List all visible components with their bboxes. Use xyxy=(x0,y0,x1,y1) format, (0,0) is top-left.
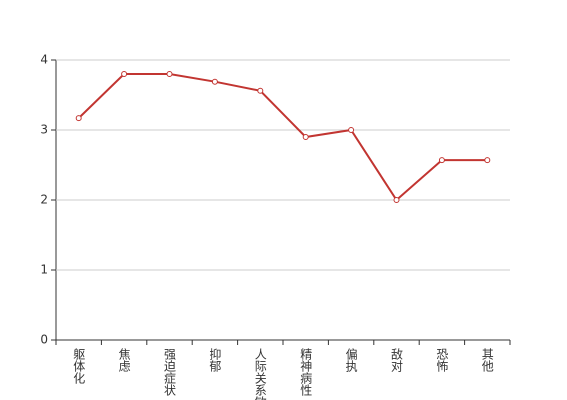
point xyxy=(257,87,264,94)
point xyxy=(348,127,355,133)
point xyxy=(302,134,309,140)
point xyxy=(484,157,491,164)
x-tick-label: 焦虑 xyxy=(117,348,131,372)
point xyxy=(121,71,128,77)
point xyxy=(166,71,173,77)
point xyxy=(75,115,82,122)
y-tick-label: 1 xyxy=(40,263,48,277)
point xyxy=(393,197,400,203)
point xyxy=(211,78,218,85)
y-tick-label: 0 xyxy=(40,333,48,347)
x-tick-label: 人际关系敏感 xyxy=(253,348,267,400)
y-tick-label: 3 xyxy=(40,123,48,137)
x-tick-label: 精神病性 xyxy=(299,348,313,397)
x-tick-label: 躯体化 xyxy=(72,347,86,385)
y-tick-label: 2 xyxy=(40,193,48,207)
point xyxy=(438,157,445,164)
x-tick-label: 敌对 xyxy=(390,347,404,372)
x-tick-label: 抑郁 xyxy=(208,347,222,373)
line xyxy=(78,73,488,202)
x-tick-label: 恐怖 xyxy=(435,348,449,372)
y-tick-label: 4 xyxy=(40,53,48,67)
x-tick-label: 偏执 xyxy=(344,347,358,373)
x-tick-label: 其他 xyxy=(480,348,494,372)
x-tick-label: 强迫症状 xyxy=(163,348,177,396)
